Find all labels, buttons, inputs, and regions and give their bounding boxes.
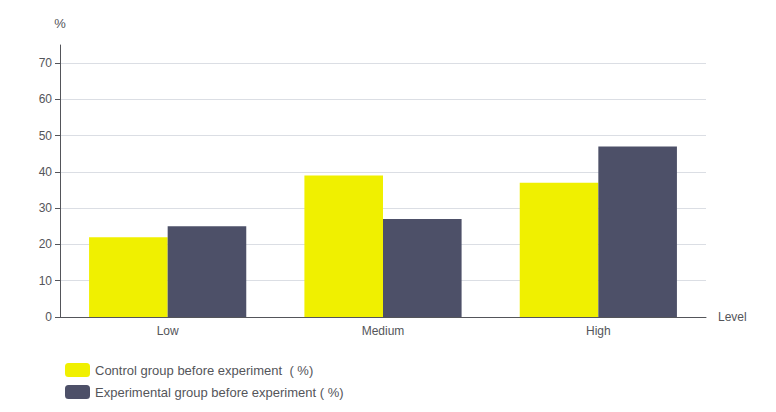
- svg-text:Experimental group before expe: Experimental group before experiment ( %…: [95, 385, 344, 400]
- svg-text:Low: Low: [157, 324, 179, 338]
- svg-text:Level: Level: [718, 310, 747, 324]
- svg-text:Medium: Medium: [362, 324, 405, 338]
- svg-text:Control group before experimen: Control group before experiment ( %): [95, 363, 313, 378]
- svg-text:30: 30: [39, 201, 53, 215]
- svg-text:20: 20: [39, 237, 53, 251]
- svg-text:60: 60: [39, 92, 53, 106]
- svg-text:10: 10: [39, 274, 53, 288]
- svg-text:50: 50: [39, 129, 53, 143]
- svg-text:%: %: [54, 16, 66, 31]
- svg-text:70: 70: [39, 56, 53, 70]
- svg-text:0: 0: [45, 310, 52, 324]
- svg-text:High: High: [586, 324, 611, 338]
- svg-text:40: 40: [39, 165, 53, 179]
